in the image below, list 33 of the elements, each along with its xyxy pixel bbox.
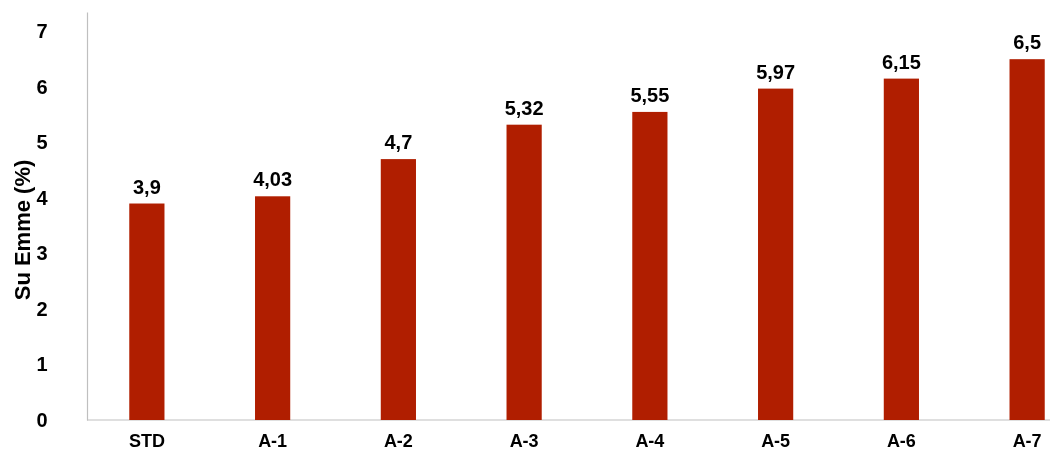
y-tick-label: 3 <box>36 242 48 265</box>
data-label: 6,5 <box>1013 31 1042 54</box>
bar <box>632 111 668 420</box>
x-tick-label: A-1 <box>258 430 288 451</box>
data-label: 5,97 <box>756 60 796 83</box>
x-tick-label: STD <box>128 430 165 451</box>
bar <box>883 78 919 420</box>
x-tick-label: A-5 <box>761 430 791 451</box>
data-label: 6,15 <box>881 50 921 73</box>
x-tick-label: A-3 <box>509 430 539 451</box>
x-tick-label: A-4 <box>635 430 665 451</box>
y-axis-title: Su Emme (%) <box>10 159 35 301</box>
data-label: 4,7 <box>384 131 413 154</box>
bar <box>129 203 165 420</box>
data-label: 4,03 <box>253 168 293 191</box>
bar <box>758 88 794 420</box>
bar <box>255 196 291 420</box>
y-tick-label: 1 <box>36 353 48 376</box>
bar <box>506 124 542 420</box>
data-label: 5,32 <box>504 96 544 119</box>
bar <box>1009 59 1045 420</box>
y-tick-label: 4 <box>36 186 49 209</box>
x-tick-label: A-6 <box>886 430 916 451</box>
bar <box>380 159 416 420</box>
y-tick-label: 2 <box>36 297 48 320</box>
x-tick-label: A-7 <box>1012 430 1042 451</box>
y-tick-label: 0 <box>36 408 48 431</box>
y-tick-label: 6 <box>36 75 48 98</box>
y-tick-label: 7 <box>36 20 48 43</box>
x-tick-label: A-2 <box>383 430 413 451</box>
y-tick-label: 5 <box>36 131 48 154</box>
data-label: 3,9 <box>132 175 161 198</box>
data-label: 5,55 <box>630 83 670 106</box>
